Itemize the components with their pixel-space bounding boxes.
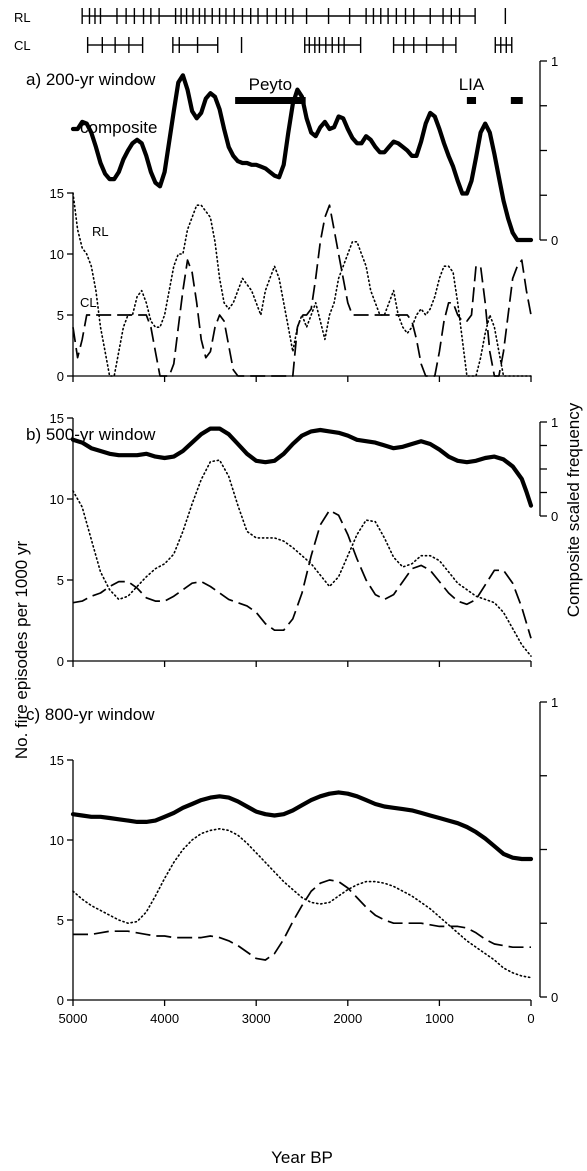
period-label: Peyto [249,75,292,94]
y-left-tick-label: 15 [50,186,64,201]
y-left-tick-label: 5 [57,308,64,323]
panel-a: a) 200-yr window 0 5 10 15 0 1 Peyto LIA composit… [26,54,558,384]
panel-title: a) 200-yr window [26,70,156,89]
y-left-tick-label: 5 [57,913,64,928]
y-right-tick-label: 1 [551,54,558,69]
series-composite-line [70,73,534,243]
series-rl-line [72,459,532,657]
rug-rl-label: RL [14,10,31,25]
x-axis-title: Year BP [271,1148,333,1167]
y-left-tick-label: 0 [57,369,64,384]
composite-label: composite [80,118,157,137]
period-bar [466,97,477,104]
series-label-rl: RL [92,224,109,239]
panel-title: c) 800-yr window [26,705,155,724]
period-bar [235,97,306,104]
y-left-tick-label: 10 [50,833,64,848]
y-right-tick-label: 1 [551,695,558,710]
y-right-tick-label: 0 [551,990,558,1005]
y-left-tick-label: 10 [50,492,64,507]
y-axis-left-title: No. fire episodes per 1000 yr [12,541,31,760]
y-left-tick-label: 5 [57,573,64,588]
x-tick-label: 1000 [425,1011,454,1026]
series-cl-line [73,879,531,961]
series-rl-line [72,192,532,377]
y-left-tick-label: 0 [57,993,64,1008]
x-tick-label: 5000 [59,1011,88,1026]
series-composite-line [70,426,534,508]
x-tick-label: 3000 [242,1011,271,1026]
shared-axes: No. fire episodes per 1000 yr Composite … [12,402,583,1167]
y-left-tick-label: 0 [57,654,64,669]
series-rl-line [72,827,532,979]
y-left-tick-label: 15 [50,753,64,768]
y-right-tick-label: 1 [551,415,558,430]
series-cl-line [72,509,532,639]
panel-title: b) 500-yr window [26,425,156,444]
x-tick-label: 4000 [150,1011,179,1026]
series-composite-line [70,790,534,862]
period-bar [510,97,523,104]
rug-cl-label: CL [14,38,31,53]
y-right-tick-label: 0 [551,509,558,524]
y-axis-right-title: Composite scaled frequency [564,402,583,617]
panel-b: b) 500-yr window 0 5 10 15 0 1 [26,411,558,669]
x-tick-label: 0 [527,1011,534,1026]
charcoal-peak-rug: RL CL [14,8,513,53]
y-left-tick-label: 15 [50,411,64,426]
y-right-tick-label: 0 [551,233,558,248]
y-left-tick-label: 10 [50,247,64,262]
period-label: LIA [459,75,485,94]
series-label-cl: CL [80,295,97,310]
series-cl-line [72,204,532,377]
x-tick-label: 2000 [333,1011,362,1026]
